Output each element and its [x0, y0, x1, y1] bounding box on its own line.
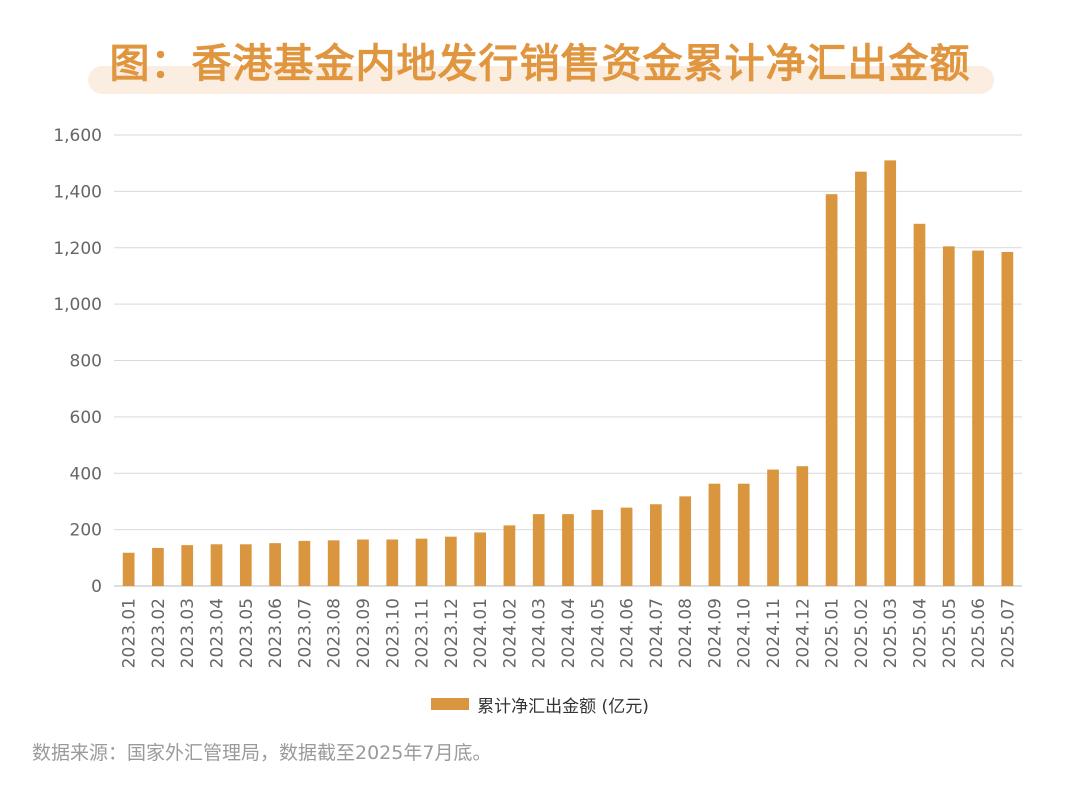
x-tick-label: 2025.06 — [969, 598, 989, 668]
x-tick-label: 2024.10 — [735, 598, 755, 668]
y-tick-label: 200 — [70, 521, 102, 541]
x-tick-label: 2024.04 — [559, 598, 579, 668]
bar-2023.08 — [327, 540, 340, 586]
x-tick-label: 2023.01 — [120, 598, 140, 668]
y-tick-label: 1,600 — [53, 126, 102, 146]
y-tick-label: 1,000 — [53, 295, 102, 315]
x-tick-label: 2024.12 — [793, 598, 813, 668]
x-tick-label: 2023.02 — [149, 598, 169, 668]
bar-2024.07 — [650, 504, 662, 586]
bar-2024.05 — [591, 509, 604, 586]
bar-2024.03 — [532, 514, 545, 586]
bar-2025.04 — [913, 223, 926, 586]
y-tick-label: 1,400 — [53, 182, 102, 202]
bar-2023.09 — [357, 539, 369, 586]
bar-2025.02 — [855, 171, 867, 587]
chart-title: 图：香港基金内地发行销售资金累计净汇出金额 — [109, 41, 971, 87]
bar-2025.03 — [884, 160, 897, 586]
bar-2023.01 — [122, 552, 135, 586]
source-note: 数据来源：国家外汇管理局，数据截至2025年7月底。 — [32, 742, 492, 764]
bar-2025.06 — [972, 250, 984, 586]
x-tick-label: 2025.07 — [998, 598, 1018, 668]
x-tick-label: 2023.09 — [354, 598, 374, 668]
bar-2024.06 — [620, 507, 633, 586]
x-tick-label: 2023.10 — [383, 598, 403, 668]
bar-2024.08 — [679, 496, 692, 586]
y-axis-ticks: 0 200 400 600 800 1,000 1,200 1,400 1,600 — [53, 126, 102, 597]
bar-2025.05 — [942, 246, 955, 586]
x-tick-label: 2024.07 — [647, 598, 667, 668]
x-tick-label: 2023.11 — [413, 598, 433, 668]
bar-2023.10 — [386, 539, 399, 586]
bar-2023.11 — [415, 538, 428, 586]
x-tick-label: 2025.02 — [852, 598, 872, 668]
x-tick-label: 2025.05 — [940, 598, 960, 668]
x-axis-ticks: 2023.01 2023.02 2023.03 2023.04 2023.05 2023.… — [120, 598, 1019, 668]
y-tick-label: 400 — [70, 464, 102, 484]
x-tick-label: 2025.01 — [823, 598, 843, 668]
bar-2023.06 — [269, 543, 281, 586]
bar-2024.09 — [708, 483, 721, 586]
bar-2024.02 — [503, 525, 516, 586]
x-tick-label: 2024.03 — [530, 598, 550, 668]
x-tick-label: 2024.06 — [618, 598, 638, 668]
x-tick-label: 2024.01 — [471, 598, 491, 668]
bar-2023.05 — [239, 544, 252, 586]
legend-label: 累计净汇出金额 (亿元) — [477, 696, 649, 717]
bar-2025.01 — [825, 194, 838, 586]
bar-2024.01 — [474, 532, 486, 586]
x-tick-label: 2024.09 — [705, 598, 725, 668]
legend: 累计净汇出金额 (亿元) — [0, 690, 1080, 718]
x-tick-label: 2023.03 — [178, 598, 198, 668]
title-area: 图：香港基金内地发行销售资金累计净汇出金额 — [0, 0, 1080, 110]
gridlines — [114, 134, 1022, 587]
y-tick-label: 1,200 — [53, 239, 102, 259]
title-highlight-band — [88, 66, 994, 94]
bar-2024.10 — [737, 483, 750, 586]
x-tick-label: 2024.11 — [764, 598, 784, 668]
x-tick-label: 2023.05 — [237, 598, 257, 668]
bar-2024.04 — [562, 514, 574, 586]
x-tick-label: 2023.12 — [442, 598, 462, 668]
x-tick-label: 2023.04 — [208, 598, 228, 668]
x-tick-label: 2023.07 — [295, 598, 315, 668]
bar-2023.12 — [444, 536, 457, 586]
bar-2023.03 — [181, 545, 194, 586]
bar-2023.04 — [210, 544, 223, 586]
x-tick-label: 2025.03 — [881, 598, 901, 668]
x-tick-label: 2025.04 — [910, 598, 930, 668]
y-tick-label: 0 — [91, 577, 102, 597]
x-tick-label: 2024.05 — [588, 598, 608, 668]
bar-2025.07 — [1001, 251, 1014, 586]
bar-2024.12 — [796, 466, 809, 586]
bar-2023.07 — [298, 540, 311, 586]
bar-2024.11 — [767, 469, 779, 586]
bar-2023.02 — [152, 547, 164, 586]
x-tick-label: 2023.06 — [266, 598, 286, 668]
x-tick-label: 2024.02 — [500, 598, 520, 668]
y-tick-label: 800 — [70, 352, 102, 372]
bars — [122, 160, 1014, 587]
x-tick-label: 2023.08 — [325, 598, 345, 668]
legend-swatch — [431, 698, 470, 710]
y-tick-label: 600 — [70, 408, 102, 428]
x-tick-label: 2024.08 — [676, 598, 696, 668]
